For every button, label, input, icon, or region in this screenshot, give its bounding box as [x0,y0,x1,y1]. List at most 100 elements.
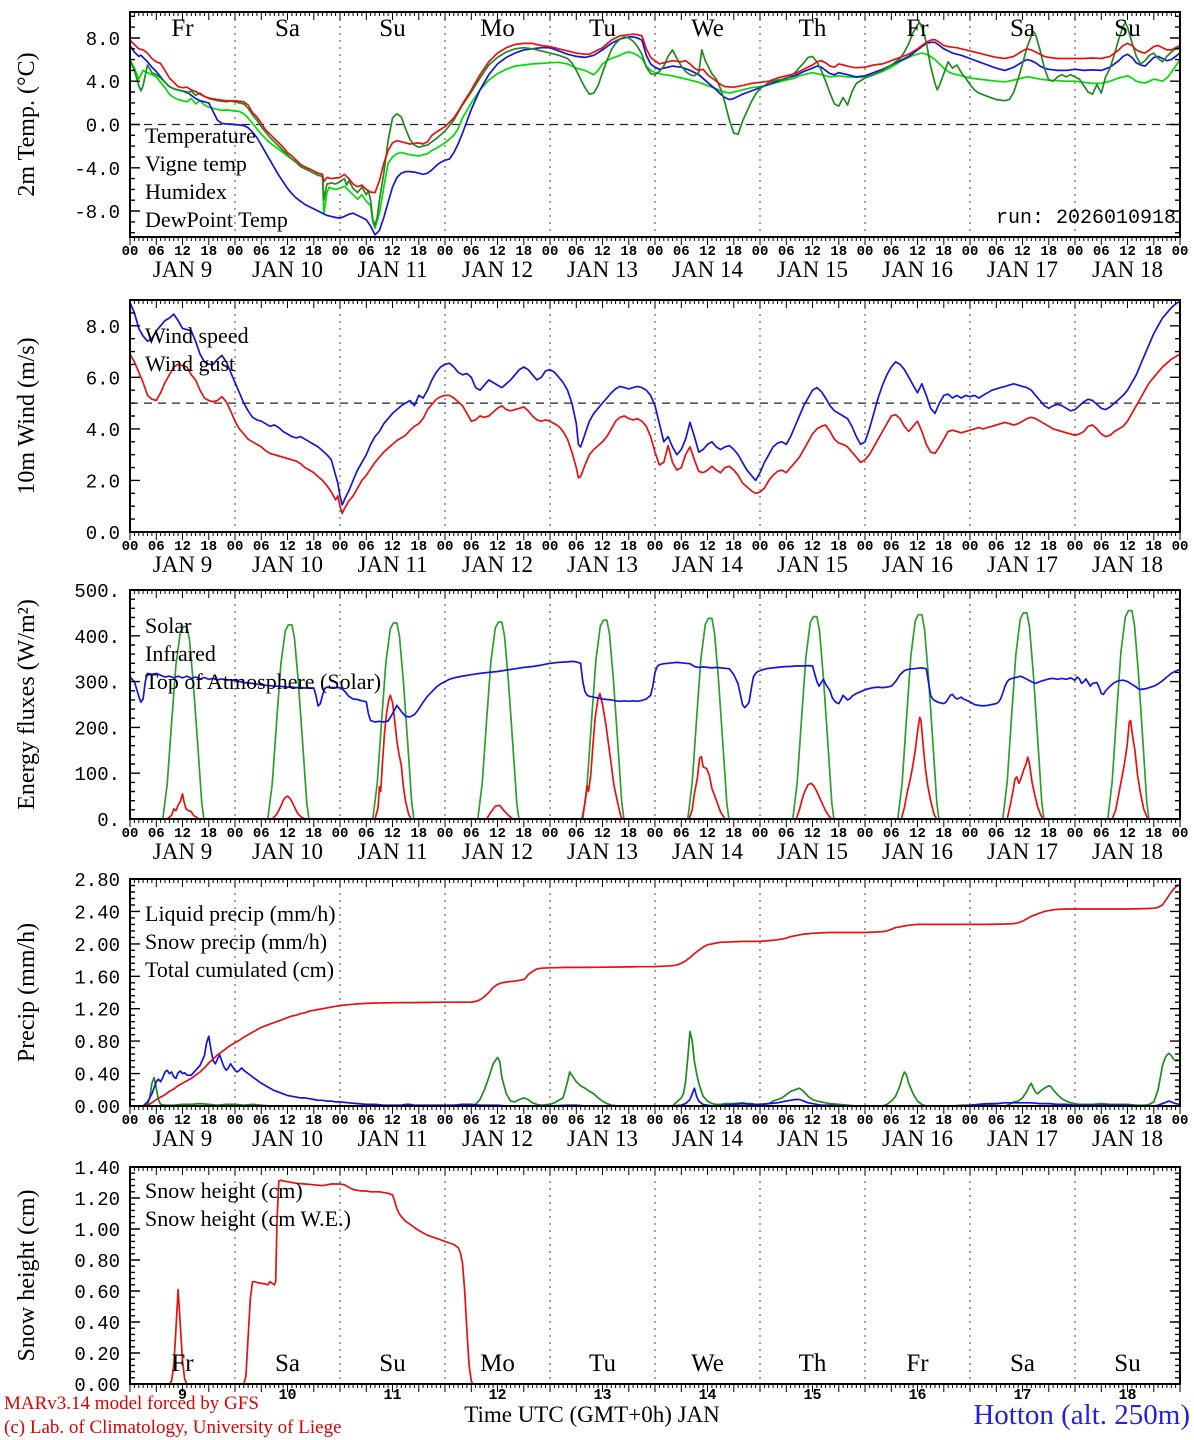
legend-wind-gust: Wind gust [145,351,235,376]
hour-tick-label: 00 [1067,1113,1084,1129]
hour-tick-label: 12 [804,1113,821,1129]
hour-tick-label: 00 [542,539,559,555]
hour-tick-label: 06 [883,539,900,555]
y-tick-label: -8.0 [74,202,120,224]
panel-precip: 2.80 2.40 2.00 1.60 1.20 0.80 0.40 0.00 Precip (… [14,870,1188,1151]
hour-tick-label: 00 [1172,1113,1189,1129]
y-tick-label: 0.80 [74,1032,120,1054]
series-snow-height-cm [129,1179,1181,1385]
y-ticks [130,15,1180,234]
y-tick-label: 1.20 [74,1189,120,1211]
hour-tick-label: 12 [174,826,191,842]
hour-tick-label: 12 [489,244,506,260]
date-label: JAN 11 [357,839,427,864]
hour-tick-label: 18 [725,244,742,260]
hour-tick-label: 18 [725,539,742,555]
hour-tick-label: 06 [568,826,585,842]
run-label: run: 2026010918 [996,207,1176,230]
hour-tick-label: 06 [673,539,690,555]
hour-tick-label: 12 [699,826,716,842]
hour-tick-label: 18 [1040,244,1057,260]
hour-tick-label: 18 [620,1113,637,1129]
date-label: JAN 17 [987,1126,1058,1151]
day-of-week-label: Mo [480,1350,515,1377]
date-label: JAN 18 [1092,257,1163,282]
hour-tick-label: 12 [174,539,191,555]
hour-tick-label: 18 [515,826,532,842]
hour-tick-label: 06 [778,244,795,260]
hour-tick-label: 12 [384,1113,401,1129]
hour-tick-label: 06 [883,826,900,842]
series-vigne-temp [129,21,1181,226]
hour-tick-label: 12 [909,539,926,555]
hour-tick-label: 18 [830,244,847,260]
day-of-week-label: Su [1114,1350,1141,1377]
footer-time-axis-label: Time UTC (GMT+0h) JAN [464,1402,720,1427]
day-of-week-label: Tu [589,15,616,42]
hour-tick-label: 12 [1014,826,1031,842]
hour-tick-label: 18 [1040,826,1057,842]
y-axis-title: Precip (mm/h) [14,923,40,1062]
hour-tick-label: 06 [883,1113,900,1129]
date-label: JAN 14 [672,839,743,864]
date-label: JAN 15 [777,257,848,282]
date-label: JAN 9 [153,839,212,864]
hour-tick-label: 18 [1145,244,1162,260]
hour-tick-label: 06 [673,1113,690,1129]
y-tick-label: 0.80 [74,1251,120,1273]
hour-tick-label: 06 [568,539,585,555]
hour-tick-label: 18 [725,1113,742,1129]
legend-total-cumulated-cm: Total cumulated (cm) [145,957,334,982]
y-tick-label: 0.0 [86,116,120,138]
hour-tick-label: 12 [489,826,506,842]
hour-tick-label: 06 [988,244,1005,260]
hour-tick-label: 18 [725,826,742,842]
hour-tick-label: 18 [515,539,532,555]
day-of-week-label: Su [379,15,406,42]
hour-tick-label: 00 [437,539,454,555]
y-tick-label: 0.0 [86,523,120,545]
hour-tick-label: 18 [410,1113,427,1129]
y-tick-label: -4.0 [74,159,120,181]
date-label: JAN 12 [462,839,533,864]
day-of-week-label: Fr [906,1350,929,1377]
day-of-week-label: Tu [589,1350,616,1377]
date-label: JAN 11 [357,1126,427,1151]
panel-snow: 1.40 1.20 1.00 0.80 0.60 0.40 0.20 0.00 Snow hei… [14,1158,1181,1404]
hour-tick-label: 06 [148,1113,165,1129]
hour-tick-label: 12 [1014,244,1031,260]
legend-wind-speed: Wind speed [145,323,249,348]
hour-tick-label: 18 [1145,1113,1162,1129]
day-of-week-label: Su [379,1350,406,1377]
hour-tick-label: 18 [515,1113,532,1129]
x-ticks [129,879,1181,1114]
hour-tick-label: 18 [830,1113,847,1129]
hour-tick-label: 00 [1172,539,1189,555]
series-dewpoint-temp [129,51,1181,230]
hour-tick-label: 12 [699,1113,716,1129]
hour-tick-label: 06 [253,1113,270,1129]
date-label: JAN 13 [567,839,638,864]
hour-tick-label: 06 [463,1113,480,1129]
hour-tick-label: 06 [463,826,480,842]
hour-tick-label: 06 [358,826,375,842]
date-label: JAN 10 [252,839,323,864]
hour-tick-label: 06 [463,539,480,555]
date-label: JAN 18 [1092,1126,1163,1151]
hour-tick-label: 12 [909,244,926,260]
hour-tick-label: 18 [830,539,847,555]
hour-tick-label: 00 [542,1113,559,1129]
y-tick-label: 2.40 [74,902,120,924]
legend-vigne-temp: Vigne temp [145,151,247,176]
hour-tick-label: 00 [332,539,349,555]
hour-tick-label: 06 [568,244,585,260]
panel-frame [129,589,1181,820]
hour-tick-label: 06 [778,539,795,555]
day-of-week-label: Su [1114,15,1141,42]
hour-tick-label: 12 [1119,539,1136,555]
date-label: JAN 9 [153,257,212,282]
x-ticks [129,1167,1181,1392]
hour-tick-label: 18 [935,539,952,555]
legend-liquid-precip-mm-h: Liquid precip (mm/h) [145,901,336,926]
hour-tick-label: 06 [778,826,795,842]
